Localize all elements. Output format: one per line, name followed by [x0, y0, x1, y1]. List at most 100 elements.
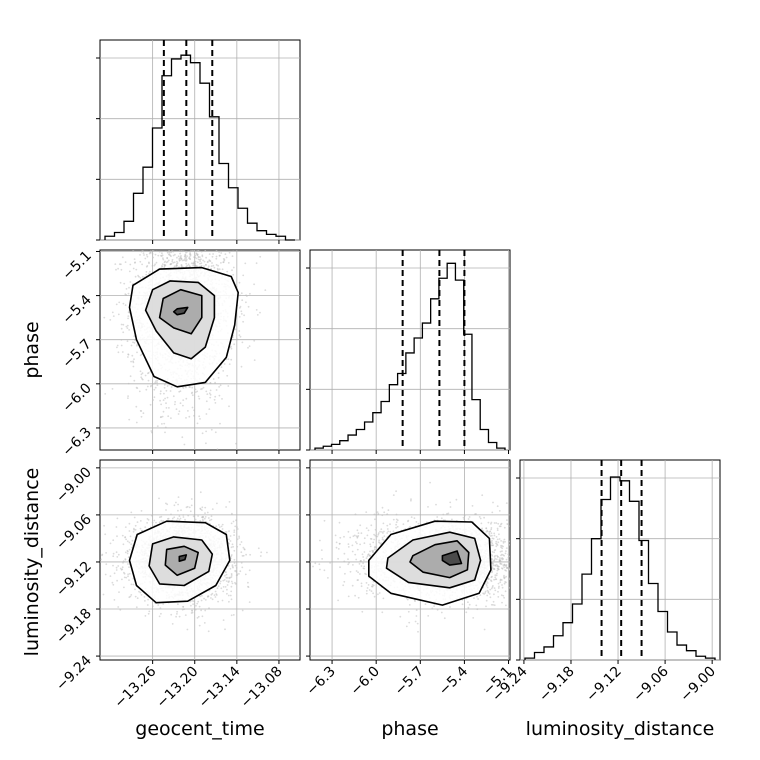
- sample-point: [240, 365, 243, 368]
- sample-point: [215, 525, 218, 528]
- sample-point: [179, 252, 182, 255]
- sample-point: [211, 598, 214, 601]
- sample-point: [196, 422, 199, 425]
- sample-point: [183, 608, 186, 611]
- sample-point: [171, 227, 173, 229]
- sample-point: [221, 528, 224, 530]
- sample-point: [211, 508, 214, 510]
- sample-point: [136, 597, 139, 600]
- sample-point: [146, 255, 149, 258]
- histogram-panel-phase: [306, 249, 511, 454]
- sample-point: [219, 580, 222, 583]
- sample-point: [218, 268, 221, 271]
- sample-point: [157, 218, 159, 220]
- sample-point: [240, 310, 243, 313]
- sample-point: [121, 256, 124, 259]
- sample-point: [160, 403, 163, 406]
- sample-point: [149, 385, 152, 388]
- sample-point: [121, 351, 124, 353]
- sample-point: [115, 566, 118, 569]
- sample-point: [191, 406, 194, 409]
- sample-point: [175, 501, 177, 504]
- sample-point: [153, 388, 156, 391]
- sample-point: [204, 250, 207, 251]
- sample-point: [155, 521, 157, 524]
- sample-point: [120, 327, 123, 330]
- sample-point: [152, 256, 155, 259]
- sample-point: [244, 262, 247, 265]
- sample-point: [213, 594, 216, 596]
- sample-point: [226, 588, 228, 591]
- sample-point: [116, 535, 118, 538]
- sample-point: [231, 564, 234, 567]
- sample-point: [165, 502, 167, 505]
- sample-point: [170, 255, 172, 258]
- sample-point: [176, 237, 178, 239]
- sample-point: [128, 572, 131, 575]
- sample-point: [228, 538, 230, 541]
- sample-point: [200, 243, 202, 245]
- sample-point: [189, 231, 191, 233]
- sample-point: [123, 282, 126, 285]
- sample-point: [218, 524, 220, 526]
- sample-point: [125, 288, 128, 290]
- sample-point: [241, 555, 244, 557]
- sample-point: [230, 557, 232, 560]
- sample-point: [128, 246, 130, 248]
- sample-point: [192, 263, 195, 265]
- sample-point: [185, 262, 188, 265]
- sample-point: [200, 262, 203, 265]
- sample-point: [159, 607, 162, 610]
- sample-point: [196, 390, 199, 393]
- sample-point: [240, 541, 243, 543]
- sample-point: [162, 258, 165, 261]
- sample-point: [192, 603, 195, 606]
- sample-point: [124, 261, 127, 263]
- sample-point: [198, 217, 200, 219]
- joint-panel-geocent_time-luminosity_distance: −13.26−13.20−13.14−13.08−9.24−9.18−9.12−…: [53, 459, 301, 711]
- sample-point: [127, 397, 129, 399]
- sample-point: [140, 250, 143, 253]
- sample-point: [216, 502, 218, 505]
- sample-point: [210, 597, 212, 599]
- sample-point: [186, 264, 189, 267]
- sample-point: [182, 399, 185, 401]
- sample-point: [109, 542, 112, 545]
- sample-point: [164, 264, 167, 266]
- sample-point: [135, 405, 138, 408]
- sample-point: [230, 358, 233, 361]
- sample-point: [230, 546, 233, 549]
- sample-point: [229, 576, 232, 579]
- sample-point: [200, 609, 203, 612]
- sample-point: [209, 389, 212, 392]
- sample-point: [128, 566, 130, 568]
- sample-point: [140, 376, 143, 379]
- sample-point: [187, 263, 190, 266]
- sample-point: [146, 604, 149, 606]
- sample-point: [128, 270, 131, 273]
- sample-point: [222, 234, 224, 236]
- sample-point: [224, 253, 227, 256]
- sample-point: [197, 600, 200, 603]
- sample-point: [120, 263, 122, 266]
- sample-point: [205, 400, 208, 403]
- sample-point: [167, 259, 170, 262]
- sample-point: [216, 267, 219, 270]
- y-tick-label: −9.06: [53, 511, 95, 553]
- sample-point: [159, 399, 162, 402]
- sample-point: [208, 253, 211, 256]
- sample-point: [148, 272, 150, 275]
- sample-point: [189, 257, 191, 260]
- sample-point: [218, 245, 220, 247]
- sample-point: [169, 241, 171, 243]
- sample-point: [201, 225, 203, 227]
- sample-point: [134, 262, 136, 264]
- sample-point: [133, 528, 136, 531]
- sample-point: [222, 590, 225, 593]
- sample-point: [168, 253, 171, 256]
- sample-point: [342, 584, 345, 587]
- sample-point: [145, 253, 148, 256]
- sample-point: [121, 578, 123, 581]
- sample-point: [186, 505, 189, 508]
- sample-point: [166, 257, 169, 260]
